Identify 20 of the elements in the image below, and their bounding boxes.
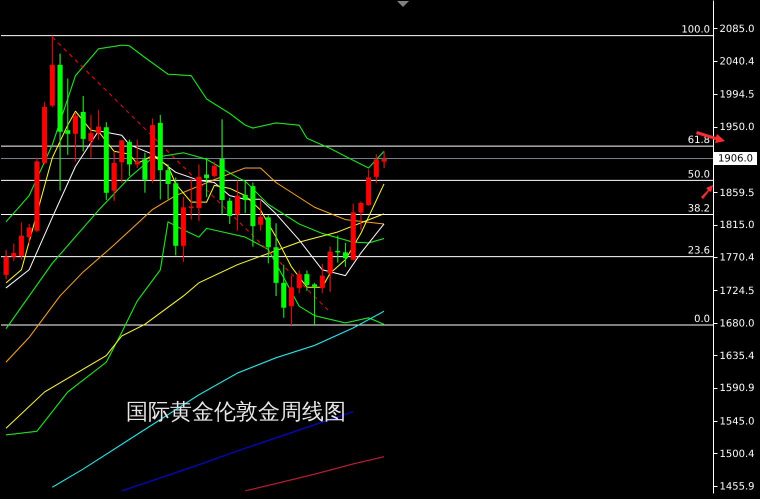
y-tick-label: 1994.5 <box>720 90 754 101</box>
annotation: 50.0 <box>688 169 710 180</box>
y-tick-label: 1859.5 <box>720 188 754 199</box>
y-tick-label: 1770.4 <box>720 252 754 264</box>
y-tick-label: 2085.0 <box>720 24 754 35</box>
annotation: 38.2 <box>688 204 710 215</box>
y-tick-label: 1590.9 <box>720 383 754 394</box>
y-tick-label: 1455.9 <box>720 481 754 492</box>
y-tick-label: 1545.0 <box>720 416 754 428</box>
ref-line-label: 1906.0 <box>718 154 753 165</box>
y-tick-label: 1635.4 <box>720 350 754 362</box>
y-tick-label: 1815.0 <box>720 220 754 232</box>
y-tick-label: 1680.0 <box>720 318 754 330</box>
y-tick-label: 1950.0 <box>720 122 754 134</box>
annotation: 0.0 <box>694 314 710 326</box>
y-tick-label: 2040.4 <box>720 56 754 68</box>
y-tick-label: 1724.5 <box>720 286 754 297</box>
annotation: 100.0 <box>681 24 710 36</box>
y-tick-label: 1500.4 <box>720 448 754 460</box>
annotation: 23.6 <box>688 246 710 257</box>
